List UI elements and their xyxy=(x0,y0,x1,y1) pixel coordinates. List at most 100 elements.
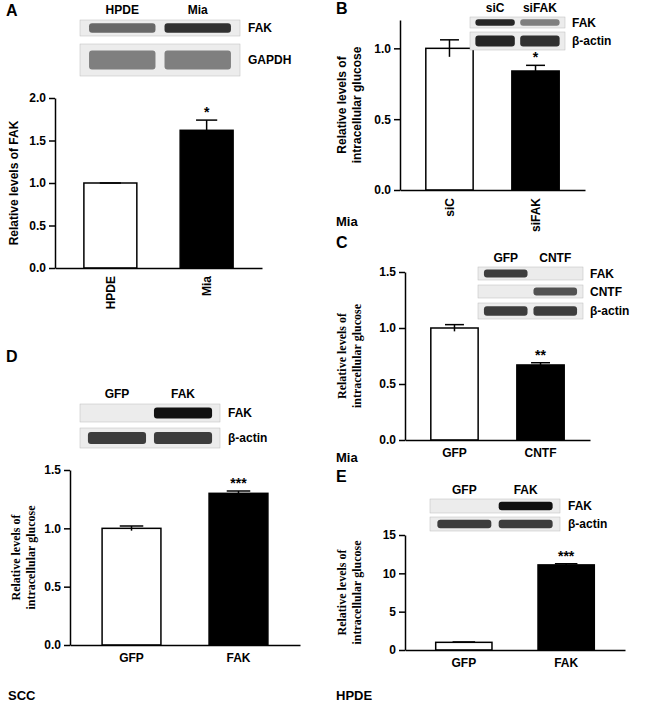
blot-lane-label: HPDE xyxy=(106,3,139,17)
blot-row-label: GAPDH xyxy=(248,53,291,67)
x-tick: Mia xyxy=(200,268,214,296)
plot-area xyxy=(431,325,564,440)
x-axis: siCsiFAK xyxy=(401,190,586,232)
x-tick-label: siC xyxy=(443,198,457,217)
blot-band xyxy=(484,306,528,316)
blot-strip xyxy=(478,303,583,319)
x-tick: CNTF xyxy=(525,440,557,460)
error-bar-stem xyxy=(449,40,451,57)
blot-band xyxy=(520,19,559,26)
y-tick-label: 0.5 xyxy=(374,113,391,127)
y-tick-mark xyxy=(49,183,55,185)
error-bar xyxy=(531,363,550,367)
x-tick: GFP xyxy=(452,650,477,670)
y-tick-mark xyxy=(49,225,55,227)
blot-lane-label: CNTF xyxy=(539,251,571,265)
cell-line-label: Mia xyxy=(336,214,358,229)
blot-band xyxy=(437,520,491,528)
figure: A0.00.51.01.52.0Relative levels of FAKHP… xyxy=(0,0,650,709)
y-tick: 0.0 xyxy=(29,261,55,275)
y-tick: 0.5 xyxy=(374,113,400,127)
error-bar xyxy=(555,564,578,566)
blot-row-label: FAK xyxy=(248,21,272,35)
y-tick-label: 0.0 xyxy=(29,261,46,275)
error-bar xyxy=(440,40,459,57)
y-tick-label: 0.0 xyxy=(379,433,396,447)
blot-band xyxy=(437,502,491,510)
bar xyxy=(538,565,594,650)
y-tick: 15 xyxy=(383,528,405,542)
y-tick-mark xyxy=(64,586,70,588)
panel-label: E xyxy=(336,468,347,485)
y-tick-mark xyxy=(49,98,55,100)
x-tick-label: FAK xyxy=(554,656,578,670)
y-tick-label: 0.0 xyxy=(374,183,391,197)
blot-band xyxy=(88,408,146,419)
y-tick-label: 1.5 xyxy=(44,463,61,477)
y-tick-label: 1.0 xyxy=(374,42,391,56)
y-tick-mark xyxy=(399,535,405,537)
significance: * xyxy=(533,49,539,65)
y-axis-title-line: Relative levels of xyxy=(335,55,349,153)
x-tick-label: FAK xyxy=(226,651,250,665)
y-axis-title: Relative levels ofintracellular glucose xyxy=(335,46,363,163)
blot-band xyxy=(499,502,553,510)
x-tick: HPDE xyxy=(104,268,118,309)
y-tick-label: 1.0 xyxy=(379,321,396,335)
panel: E 051015 Relative levels ofintracellular g… xyxy=(335,468,625,703)
blot-lane-label: Mia xyxy=(188,3,208,17)
bar xyxy=(512,71,559,190)
panel: B0.00.51.0Relative levels ofintracellula… xyxy=(335,0,611,232)
y-axis-title-line: Relative levels of xyxy=(9,514,23,601)
y-axis: 051015 xyxy=(383,528,406,657)
x-tick: GFP xyxy=(119,645,144,665)
x-axis-line xyxy=(71,645,301,647)
blot-band xyxy=(154,432,212,444)
y-tick-mark xyxy=(399,611,405,613)
blot-row-label: FAK xyxy=(568,499,592,513)
y-tick-label: 15 xyxy=(383,528,397,542)
y-tick: 0.0 xyxy=(44,638,70,652)
bar xyxy=(209,493,268,645)
y-tick-label: 5 xyxy=(389,605,396,619)
y-axis-title-line: intracellular glucose xyxy=(24,505,38,610)
x-tick-label: GFP xyxy=(452,656,477,670)
blot-band xyxy=(165,50,231,69)
error-bar-cap xyxy=(120,525,144,527)
x-axis-line xyxy=(401,190,586,192)
y-axis-title: Relative levels ofintracellular glucose xyxy=(335,540,363,645)
y-tick: 0.5 xyxy=(379,377,405,391)
bar xyxy=(517,365,564,440)
panel: A0.00.51.01.52.0Relative levels of FAKHP… xyxy=(6,2,291,309)
y-tick: 2.0 xyxy=(29,91,55,105)
y-axis-line xyxy=(400,21,402,191)
blot: GFPCNTFFAKCNTFβ-actin xyxy=(478,251,629,319)
significance: * xyxy=(204,104,210,120)
error-bar-cap xyxy=(453,641,476,643)
significance: *** xyxy=(230,475,247,491)
y-tick-mark xyxy=(394,119,400,121)
error-bar xyxy=(100,183,121,184)
blot-row-label: β-actin xyxy=(590,304,629,318)
blot-strip xyxy=(80,20,240,36)
error-bar xyxy=(526,65,545,76)
x-axis: GFP FAK xyxy=(71,645,301,665)
blot-lane-label: siC xyxy=(486,1,505,15)
blot-strip xyxy=(80,404,220,422)
blot-row-label: FAK xyxy=(590,267,614,281)
significance: *** xyxy=(558,548,575,564)
y-axis: 0.0 0.5 1.0 xyxy=(374,21,400,198)
y-axis: 0.00.51.01.5 xyxy=(44,463,70,652)
y-axis-line xyxy=(405,536,407,651)
y-axis-title: Relative levels ofintracellular glucose xyxy=(335,303,363,408)
blot-row-label: FAK xyxy=(228,406,252,420)
y-tick-label: 1.0 xyxy=(44,522,61,536)
blot-band xyxy=(484,288,528,296)
x-tick: siC xyxy=(443,190,457,217)
error-bar xyxy=(445,325,464,332)
y-tick-label: 0.5 xyxy=(379,377,396,391)
y-tick: 1.5 xyxy=(379,265,405,279)
blot: GFPFAKFAKβ-actin xyxy=(430,483,607,531)
y-axis-title: Relative levels ofintracellular glucose xyxy=(9,505,37,610)
blot-band xyxy=(89,50,155,69)
